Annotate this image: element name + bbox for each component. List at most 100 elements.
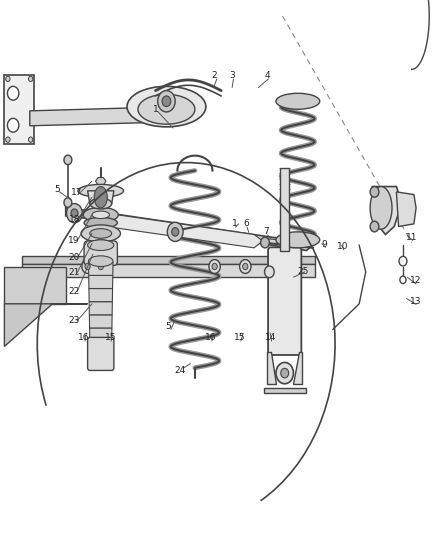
Ellipse shape <box>276 232 320 248</box>
Circle shape <box>82 260 93 273</box>
Ellipse shape <box>84 217 117 228</box>
Polygon shape <box>4 266 66 304</box>
Text: 5: 5 <box>166 322 172 330</box>
Text: 13: 13 <box>410 297 421 305</box>
Text: 17: 17 <box>71 189 82 197</box>
Ellipse shape <box>90 198 112 209</box>
Text: 15: 15 <box>105 334 116 342</box>
Text: 24: 24 <box>175 366 186 375</box>
FancyBboxPatch shape <box>88 337 114 370</box>
Text: 16: 16 <box>205 334 217 342</box>
Circle shape <box>281 368 289 378</box>
Text: 5: 5 <box>54 185 60 193</box>
Circle shape <box>158 91 175 112</box>
Circle shape <box>370 221 379 232</box>
Ellipse shape <box>90 229 112 238</box>
Circle shape <box>261 237 269 248</box>
Polygon shape <box>89 302 112 315</box>
Polygon shape <box>22 256 315 264</box>
Circle shape <box>64 155 72 165</box>
Circle shape <box>85 263 90 270</box>
Polygon shape <box>89 288 113 302</box>
Polygon shape <box>88 211 263 248</box>
Ellipse shape <box>78 184 124 197</box>
Circle shape <box>71 209 78 217</box>
FancyBboxPatch shape <box>84 241 117 265</box>
Text: 4: 4 <box>265 71 270 80</box>
Polygon shape <box>293 352 302 384</box>
Polygon shape <box>88 191 114 204</box>
Polygon shape <box>4 75 34 144</box>
Polygon shape <box>267 352 276 384</box>
Text: 19: 19 <box>68 237 79 245</box>
Ellipse shape <box>88 240 114 251</box>
Polygon shape <box>95 177 106 185</box>
Polygon shape <box>396 192 416 227</box>
Circle shape <box>98 263 103 270</box>
Circle shape <box>28 137 33 142</box>
Circle shape <box>240 260 251 273</box>
Circle shape <box>162 96 171 107</box>
Circle shape <box>7 118 19 132</box>
Circle shape <box>370 187 379 197</box>
Ellipse shape <box>83 207 118 222</box>
Text: 22: 22 <box>68 287 79 296</box>
Circle shape <box>212 263 217 270</box>
Circle shape <box>7 86 19 100</box>
Polygon shape <box>22 264 315 277</box>
Circle shape <box>209 260 220 273</box>
FancyBboxPatch shape <box>268 247 301 355</box>
Circle shape <box>400 276 406 284</box>
Polygon shape <box>280 168 289 251</box>
Text: 1: 1 <box>231 220 237 228</box>
Circle shape <box>399 256 407 266</box>
Circle shape <box>67 204 82 223</box>
Ellipse shape <box>276 93 320 109</box>
Polygon shape <box>4 304 88 346</box>
Text: 23: 23 <box>68 317 79 325</box>
Text: 3: 3 <box>229 71 235 80</box>
Circle shape <box>6 76 10 82</box>
Text: 14: 14 <box>265 334 276 342</box>
Text: 18: 18 <box>69 215 80 224</box>
Polygon shape <box>88 276 113 288</box>
Circle shape <box>243 263 248 270</box>
Ellipse shape <box>94 187 107 208</box>
Circle shape <box>172 228 179 236</box>
Circle shape <box>95 260 106 273</box>
Text: 16: 16 <box>78 334 90 342</box>
Text: 21: 21 <box>68 269 79 277</box>
Polygon shape <box>88 262 113 276</box>
Text: 9: 9 <box>321 240 327 248</box>
Ellipse shape <box>127 86 206 127</box>
Ellipse shape <box>370 187 392 229</box>
Text: 1: 1 <box>152 105 159 114</box>
Circle shape <box>6 137 10 142</box>
Text: 2: 2 <box>212 71 217 80</box>
Polygon shape <box>66 208 315 251</box>
Polygon shape <box>89 315 112 328</box>
Polygon shape <box>372 187 401 235</box>
Text: 12: 12 <box>410 277 421 285</box>
Text: 6: 6 <box>243 220 249 228</box>
Circle shape <box>167 222 183 241</box>
Text: 10: 10 <box>337 243 348 251</box>
Circle shape <box>276 362 293 384</box>
Polygon shape <box>90 328 112 341</box>
Ellipse shape <box>92 211 110 219</box>
Ellipse shape <box>81 225 120 242</box>
Text: 20: 20 <box>68 254 79 262</box>
Circle shape <box>64 198 72 207</box>
Text: 25: 25 <box>297 268 309 276</box>
Ellipse shape <box>88 256 113 266</box>
Circle shape <box>98 240 103 247</box>
Circle shape <box>28 76 33 82</box>
Polygon shape <box>264 388 306 393</box>
Ellipse shape <box>138 94 195 124</box>
Ellipse shape <box>91 240 110 247</box>
Text: 15: 15 <box>234 334 246 342</box>
Circle shape <box>265 266 274 278</box>
Text: 11: 11 <box>406 233 417 241</box>
Text: 7: 7 <box>263 228 269 236</box>
Polygon shape <box>30 108 149 126</box>
